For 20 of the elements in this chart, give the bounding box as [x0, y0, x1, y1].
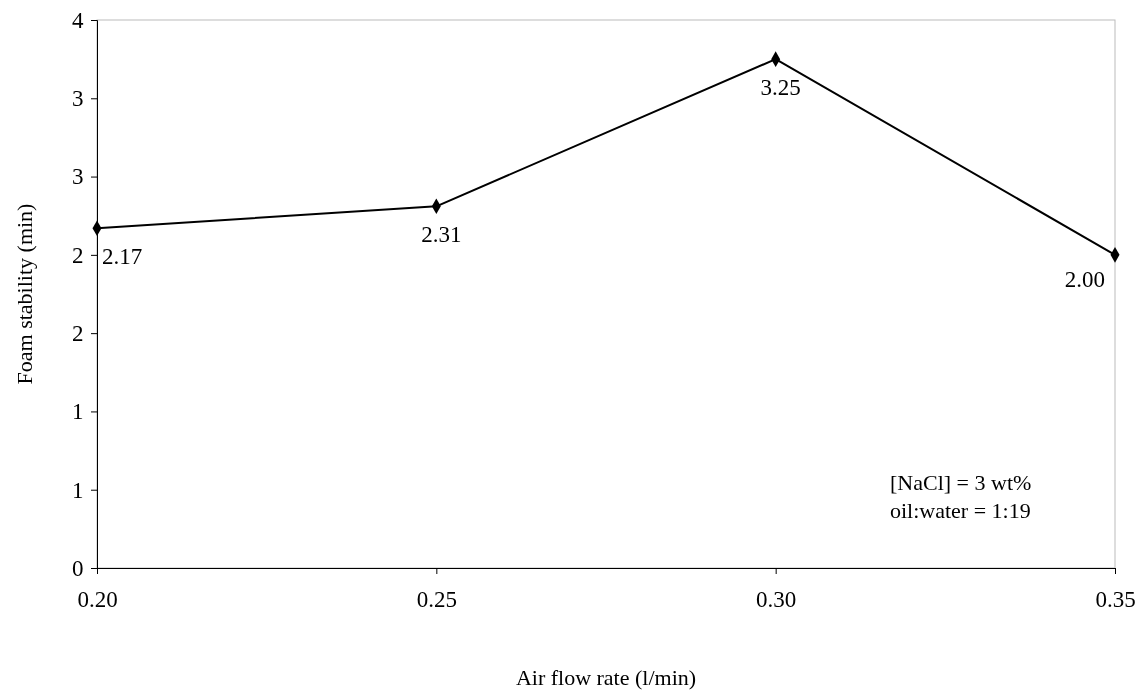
x-tick-label: 0.35: [1095, 586, 1136, 612]
y-tick-label: 0: [71, 555, 84, 581]
annotation: oil:water = 1:19: [890, 498, 1031, 523]
x-axis-title: Air flow rate (l/min): [515, 665, 697, 690]
y-tick-label: 2: [71, 242, 84, 268]
data-label: 3.25: [760, 75, 801, 101]
y-tick-label: 3: [71, 164, 84, 190]
x-tick-label: 0.30: [756, 586, 797, 612]
y-tick-label: 4: [71, 7, 84, 33]
y-axis-title: Foam stability (min): [12, 203, 37, 385]
y-tick-label: 1: [71, 477, 84, 503]
x-tick-label: 0.20: [77, 586, 118, 612]
x-tick-label: 0.25: [416, 586, 457, 612]
y-tick-label: 3: [71, 86, 84, 112]
y-tick-label: 1: [71, 399, 84, 425]
annotation: [NaCl] = 3 wt%: [890, 470, 1032, 495]
y-tick-label: 2: [71, 321, 84, 346]
data-label: 2.31: [421, 222, 462, 248]
data-label: 2.00: [1064, 266, 1105, 292]
data-label: 2.17: [102, 244, 143, 270]
